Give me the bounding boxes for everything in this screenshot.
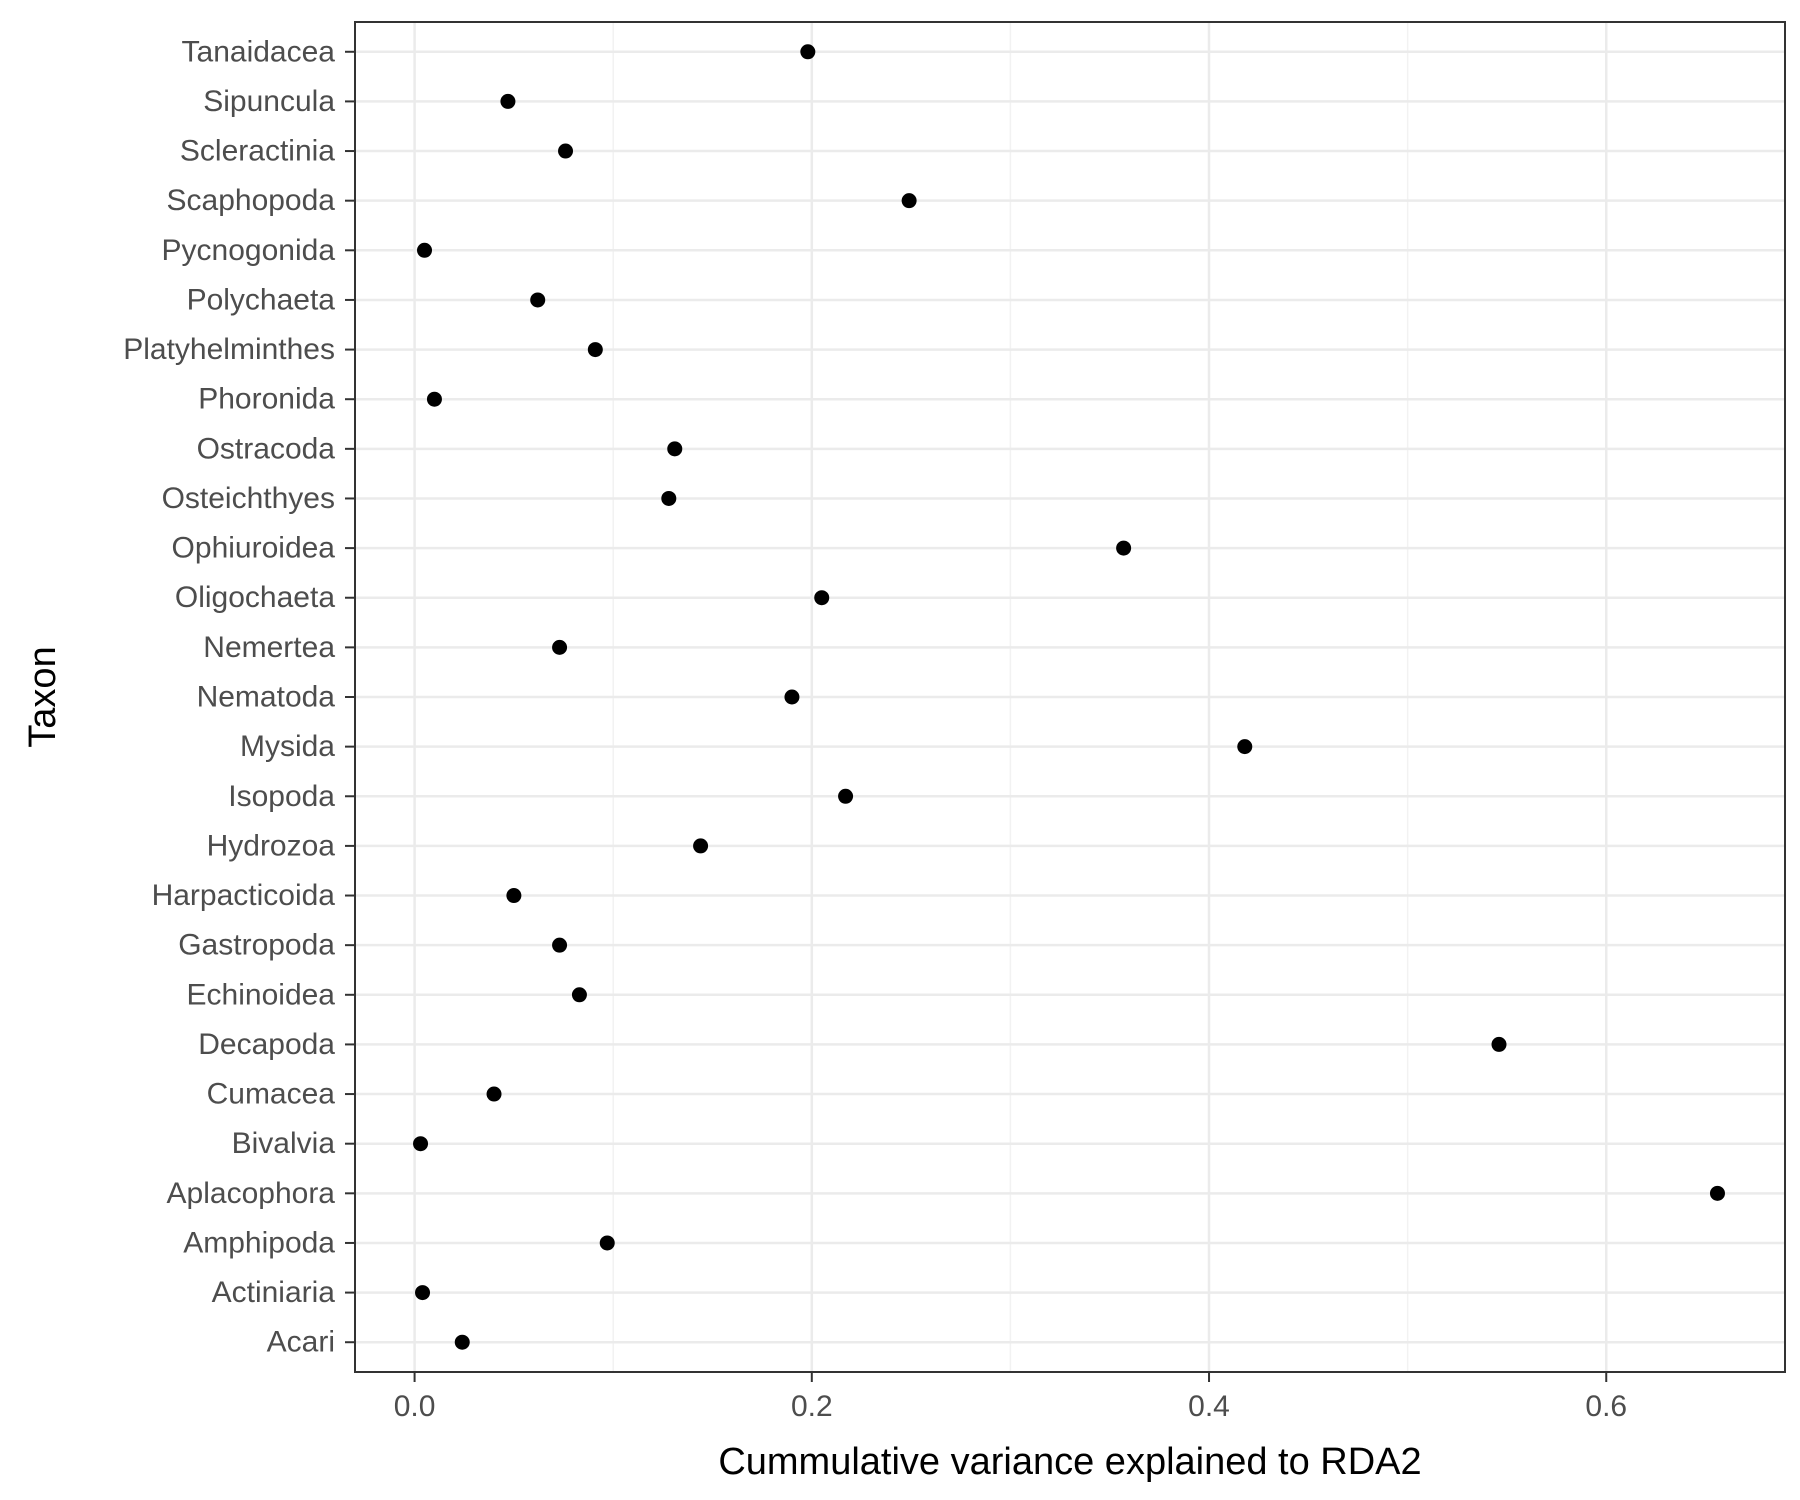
y-tick-label: Mysida <box>240 730 335 763</box>
data-point <box>1709 1185 1725 1201</box>
data-point <box>454 1334 470 1350</box>
data-point <box>661 490 677 506</box>
data-point <box>413 1136 429 1152</box>
data-point <box>814 590 830 606</box>
y-tick-label: Isopoda <box>228 780 335 813</box>
y-tick-label: Oligochaeta <box>175 581 335 614</box>
data-point <box>667 441 683 457</box>
y-tick-label: Gastropoda <box>178 929 335 962</box>
data-point <box>506 888 522 904</box>
data-point <box>784 689 800 705</box>
y-tick-label: Pycnogonida <box>162 234 336 267</box>
data-point <box>1237 739 1253 755</box>
y-axis-ticks: Acari Actiniaria Amphipoda Aplacophora Bival… <box>123 35 355 1359</box>
y-tick-label: Hydrozoa <box>207 829 336 862</box>
y-tick-label: Acari <box>267 1326 335 1359</box>
y-tick-label: Sipuncula <box>203 85 335 118</box>
data-point <box>1491 1036 1507 1052</box>
y-tick-label: Aplacophora <box>167 1177 336 1210</box>
data-point <box>426 391 442 407</box>
y-tick-label: Platyhelminthes <box>123 333 335 366</box>
data-point <box>486 1086 502 1102</box>
data-point <box>552 937 568 953</box>
y-tick-label: Scleractinia <box>180 135 335 168</box>
y-tick-label: Ophiuroidea <box>172 532 336 565</box>
data-points <box>413 44 1725 1350</box>
grid-lines <box>355 22 1785 1372</box>
data-point <box>552 639 568 655</box>
data-point <box>558 143 574 159</box>
y-tick-label: Cumacea <box>207 1078 336 1111</box>
y-tick-label: Decapoda <box>198 1028 335 1061</box>
data-point <box>1116 540 1132 556</box>
y-axis-title: Taxon <box>22 646 64 747</box>
y-tick-label: Osteichthyes <box>162 482 335 515</box>
y-tick-label: Amphipoda <box>183 1226 335 1259</box>
x-tick-label: 0.4 <box>1188 1390 1230 1423</box>
y-tick-label: Nematoda <box>197 681 336 714</box>
data-point <box>599 1235 615 1251</box>
x-axis-ticks: 0.0 0.2 0.4 0.6 <box>394 1372 1627 1423</box>
data-point <box>901 193 917 209</box>
y-tick-label: Nemertea <box>203 631 335 664</box>
x-tick-label: 0.0 <box>394 1390 436 1423</box>
data-point <box>417 242 433 258</box>
data-point <box>530 292 546 308</box>
y-tick-label: Harpacticoida <box>152 879 336 912</box>
y-tick-label: Tanaidacea <box>182 35 336 68</box>
y-tick-label: Ostracoda <box>197 432 336 465</box>
y-tick-label: Phoronida <box>198 383 335 416</box>
data-point <box>800 44 816 60</box>
data-point <box>500 93 516 109</box>
y-tick-label: Polychaeta <box>187 283 336 316</box>
x-axis-title: Cummulative variance explained to RDA2 <box>718 1441 1421 1483</box>
data-point <box>838 788 854 804</box>
data-point <box>415 1285 431 1301</box>
x-tick-label: 0.2 <box>791 1390 833 1423</box>
y-tick-label: Bivalvia <box>232 1127 336 1160</box>
y-tick-label: Echinoidea <box>187 978 336 1011</box>
y-tick-label: Actiniaria <box>212 1276 336 1309</box>
y-tick-label: Scaphopoda <box>167 184 336 217</box>
data-point <box>571 987 587 1003</box>
data-point <box>693 838 709 854</box>
data-point <box>587 342 603 358</box>
x-tick-label: 0.6 <box>1585 1390 1627 1423</box>
